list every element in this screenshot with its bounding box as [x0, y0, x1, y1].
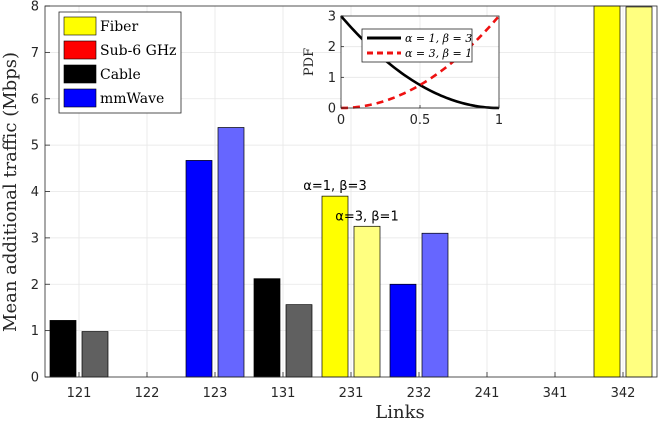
bar-121-cable-2: [81, 331, 109, 378]
legend-swatch-fiber: [63, 16, 97, 36]
inset-x-ticks: 0 0.5 1: [337, 105, 503, 128]
bar-232-mmwave-1: [389, 283, 417, 378]
y-axis-ticks: 0 1 2 3 4 5 6 7 8: [31, 0, 50, 386]
legend: Fiber Sub-6 GHz Cable mmWave: [58, 11, 182, 114]
legend-label-fiber: Fiber: [100, 19, 138, 35]
x-axis-ticks: 121 122 123 131 231 232 241 341 342: [67, 372, 636, 401]
x-tick-label-232: 232: [407, 386, 432, 401]
y-tick-label: 3: [31, 231, 39, 246]
x-tick-label-131: 131: [271, 386, 296, 401]
bar-231-fiber-2: [353, 225, 381, 378]
y-tick-label: 4: [31, 185, 39, 200]
x-tick-label-231: 231: [339, 386, 364, 401]
legend-swatch-mmwave: [63, 88, 97, 108]
inset-x-tick-label: 1: [495, 113, 503, 128]
annotation-2: α=3, β=1: [335, 209, 398, 224]
legend-label-cable: Cable: [100, 67, 141, 83]
bar-232-mmwave-2: [421, 232, 449, 378]
bar-131-cable-1: [253, 278, 281, 378]
bar-231-fiber-1: [321, 195, 349, 378]
annotation-1: α=1, β=3: [303, 179, 366, 194]
y-tick-label: 5: [31, 139, 39, 154]
y-axis-label: Mean additional traffic (Mbps): [0, 52, 21, 332]
inset-y-label: PDF: [302, 48, 317, 76]
legend-label-sub6: Sub-6 GHz: [100, 43, 176, 59]
bar-121-cable-1: [49, 320, 77, 378]
bar-123-mmwave-2: [217, 127, 245, 378]
inset-legend: α = 1, β = 3 α = 3, β = 1: [361, 28, 473, 63]
inset-x-tick-label: 0.5: [410, 113, 431, 128]
x-tick-label-121: 121: [67, 386, 92, 401]
bar-342-fiber-1: [593, 5, 621, 378]
inset-y-tick-label: 0: [328, 102, 336, 117]
x-tick-label-123: 123: [203, 386, 228, 401]
y-tick-label: 2: [31, 278, 39, 293]
annotations: α=1, β=3 α=3, β=1: [303, 179, 398, 224]
legend-swatch-cable: [63, 64, 97, 84]
y-tick-label: 8: [31, 0, 39, 15]
y-tick-label: 1: [31, 324, 39, 339]
x-tick-label-342: 342: [611, 386, 636, 401]
bars: [49, 5, 653, 378]
inset-series-line-2: [340, 15, 500, 110]
inset-legend-label-1: α = 1, β = 3: [405, 32, 472, 45]
inset-legend-box: [361, 28, 473, 63]
bar-342-fiber-2: [625, 6, 653, 378]
y-tick-label: 6: [31, 92, 39, 107]
y-tick-label: 0: [31, 371, 39, 386]
inset-x-tick-label: 0: [337, 113, 345, 128]
bar-131-cable-2: [285, 304, 313, 378]
bar-123-mmwave-1: [185, 160, 213, 378]
inset-y-tick-label: 2: [328, 40, 336, 55]
inset-legend-label-2: α = 3, β = 1: [405, 47, 472, 60]
x-tick-label-122: 122: [135, 386, 160, 401]
legend-label-mmwave: mmWave: [100, 91, 164, 107]
x-tick-label-341: 341: [543, 386, 568, 401]
inset-y-tick-label: 1: [328, 71, 336, 86]
x-tick-label-241: 241: [475, 386, 500, 401]
y-tick-label: 7: [31, 46, 39, 61]
inset-y-tick-label: 3: [328, 10, 336, 25]
legend-swatch-sub6: [63, 40, 97, 60]
inset-y-ticks: 0 1 2 3: [328, 10, 344, 117]
x-axis-label: Links: [375, 402, 424, 423]
